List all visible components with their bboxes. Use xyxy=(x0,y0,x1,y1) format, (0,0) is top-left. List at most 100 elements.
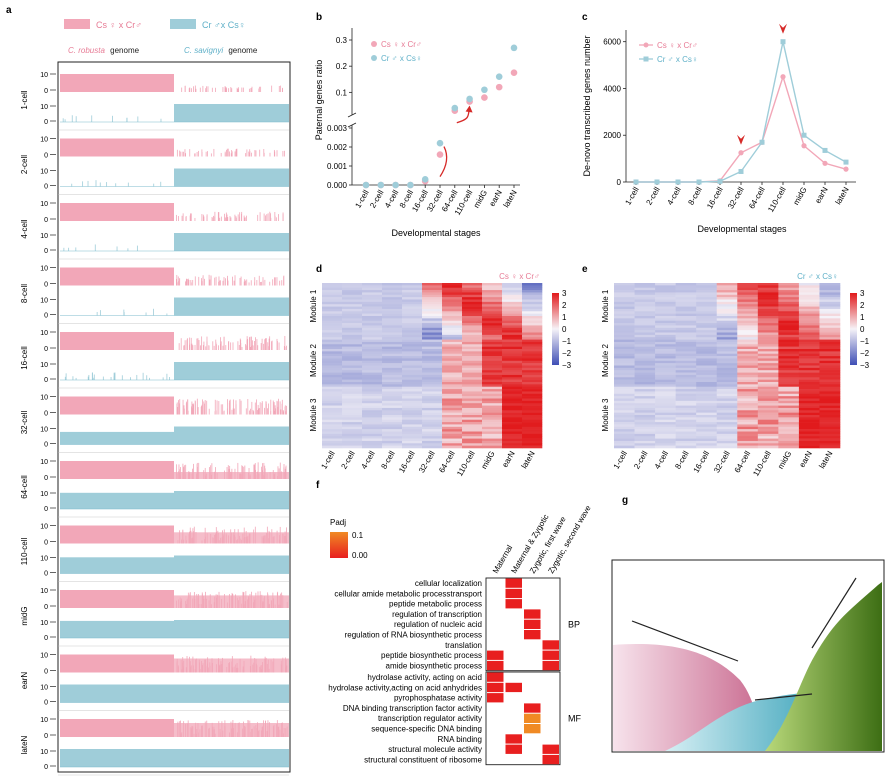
heat-cell xyxy=(462,391,483,395)
track-pink-extra xyxy=(174,472,289,479)
read-bar-pink xyxy=(235,404,237,415)
heat-cell xyxy=(737,396,759,399)
heat-cell xyxy=(502,290,523,293)
read-bar-pink xyxy=(200,345,201,350)
heat-cell xyxy=(322,372,343,376)
read-bar-pink xyxy=(205,151,207,157)
row-label-midG: midG xyxy=(20,606,29,625)
heat-cell xyxy=(614,301,635,305)
heat-cell xyxy=(402,393,423,397)
read-bar-pink xyxy=(267,213,269,221)
heat-cell xyxy=(675,332,697,336)
heat-cell xyxy=(716,396,738,399)
heat-cell xyxy=(322,379,343,383)
heat-cell xyxy=(402,325,423,329)
heat-cell xyxy=(342,334,363,338)
heat-cell xyxy=(422,285,443,289)
heat-cell xyxy=(696,419,718,423)
heat-cell xyxy=(614,325,635,329)
heat-cell xyxy=(462,330,483,333)
read-bar-pink xyxy=(176,402,178,415)
read-bar-pink xyxy=(254,402,256,415)
heat-cell xyxy=(322,365,343,369)
heat-cell xyxy=(502,339,523,343)
heat-cell xyxy=(737,365,759,369)
heat-cell xyxy=(462,297,483,300)
heat-cell xyxy=(798,410,820,413)
heat-cell xyxy=(502,330,523,333)
heat-cell xyxy=(614,360,635,364)
heat-cell xyxy=(402,424,423,428)
read-bar-pink xyxy=(258,275,260,286)
read-bar-pink xyxy=(190,337,192,350)
read-bar-pink xyxy=(250,280,252,286)
heat-cell xyxy=(482,327,503,331)
heat-cell xyxy=(614,377,635,380)
heat-cell xyxy=(422,334,443,338)
heat-cell xyxy=(402,337,423,340)
heat-cell xyxy=(716,389,738,392)
heat-cell xyxy=(382,344,403,347)
heat-cell xyxy=(757,403,779,406)
heat-cell xyxy=(798,363,820,366)
heat-cell xyxy=(716,400,738,404)
b-legend-label-pink: Cs ♀ x Cr♂ xyxy=(381,40,422,49)
heat-cell xyxy=(502,410,523,413)
heat-cell xyxy=(798,301,820,305)
read-bar-pink xyxy=(230,342,232,350)
read-bar-pink xyxy=(226,149,227,157)
heat-cell xyxy=(342,379,363,383)
read-bar-pink xyxy=(201,281,203,286)
heat-cell xyxy=(422,424,443,428)
b-point-blue xyxy=(466,95,473,103)
heat-cell xyxy=(634,308,656,312)
heat-cell xyxy=(522,297,543,300)
f-term-label: amide biosynthetic process xyxy=(386,661,483,670)
heat-cell xyxy=(655,318,676,322)
heat-cell xyxy=(614,356,635,359)
heat-cell xyxy=(737,393,759,397)
heat-cell xyxy=(778,431,800,435)
heat-cell xyxy=(382,374,403,378)
read-bar-pink xyxy=(283,150,285,157)
heat-cell xyxy=(362,433,383,437)
row-tick-0: 10 xyxy=(40,330,48,337)
genome-label-blue: C. savignyi genome xyxy=(184,46,258,55)
heat-cell xyxy=(462,365,483,369)
heat-cell xyxy=(382,299,403,303)
read-bar-pink xyxy=(249,410,250,415)
heat-xtick-label: 8-cell xyxy=(379,449,396,470)
heat-cell xyxy=(482,360,503,364)
read-bar-pink xyxy=(199,87,201,92)
read-bar-pink xyxy=(222,404,224,415)
read-bar-pink xyxy=(186,338,188,350)
heat-cell xyxy=(322,339,343,343)
heat-cell xyxy=(798,325,820,329)
heat-cell xyxy=(696,403,718,406)
heat-cell xyxy=(819,436,841,439)
heat-cell xyxy=(522,334,543,338)
heat-cell xyxy=(696,386,718,390)
heat-cell xyxy=(522,327,543,331)
heat-cell xyxy=(819,363,841,366)
heat-cell xyxy=(798,308,820,312)
heat-cell xyxy=(614,429,635,432)
heat-cell xyxy=(382,410,403,413)
row-tick-2: 10 xyxy=(40,362,48,369)
heat-cell xyxy=(798,306,820,310)
heat-cell xyxy=(614,318,635,322)
heat-cell xyxy=(502,308,523,312)
heat-cell xyxy=(442,353,463,357)
c-xtick-label: earN xyxy=(813,185,830,205)
heat-cell xyxy=(422,445,443,449)
read-bar-pink xyxy=(206,400,208,415)
read-bar-pink xyxy=(227,217,229,221)
heat-cell xyxy=(442,287,463,291)
genome-suffix-blue: genome xyxy=(228,46,257,55)
heat-cell xyxy=(778,318,800,322)
read-bar-blue xyxy=(169,377,171,380)
heat-cell xyxy=(696,344,718,347)
heat-cell xyxy=(614,316,635,319)
row-label-110-cell: 110-cell xyxy=(20,538,29,566)
heat-cell xyxy=(422,353,443,357)
